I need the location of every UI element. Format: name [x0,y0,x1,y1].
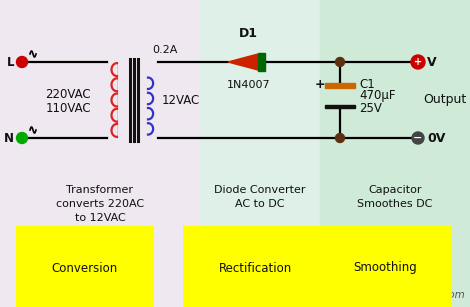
Circle shape [16,56,28,68]
Text: +: + [315,79,325,91]
Bar [320,0,470,307]
Text: +: + [414,57,422,67]
Text: L: L [7,56,14,68]
Bar [325,83,355,88]
Text: 470μF: 470μF [359,90,395,103]
Text: 1N4007: 1N4007 [227,80,270,90]
Circle shape [411,55,425,69]
Text: 220VAC: 220VAC [45,87,91,100]
Circle shape [412,132,424,144]
Bar [325,105,355,108]
Text: 25V: 25V [359,102,382,115]
Text: 0.2A: 0.2A [152,45,178,55]
Bar [200,0,320,307]
Text: Diode Converter
AC to DC: Diode Converter AC to DC [214,185,306,209]
Text: ElecCircuit.com: ElecCircuit.com [384,290,465,300]
Text: Smoothing: Smoothing [353,262,417,274]
Text: Rectification: Rectification [219,262,291,274]
Text: C1: C1 [359,77,375,91]
Circle shape [16,133,28,143]
Bar [258,53,265,71]
Bar [0,0,200,307]
Text: 12VAC: 12VAC [162,94,200,107]
Text: −: − [413,133,423,143]
Text: 110VAC: 110VAC [45,102,91,115]
Circle shape [336,57,345,67]
Text: Transformer
converts 220AC
to 12VAC: Transformer converts 220AC to 12VAC [56,185,144,223]
Text: D1: D1 [239,27,258,40]
Text: Conversion: Conversion [52,262,118,274]
Text: 0V: 0V [427,131,446,145]
Circle shape [336,134,345,142]
Text: Capacitor
Smoothes DC: Capacitor Smoothes DC [357,185,433,209]
Polygon shape [228,54,258,70]
Text: V: V [427,56,437,68]
Text: N: N [4,131,14,145]
Text: Output: Output [423,94,466,107]
